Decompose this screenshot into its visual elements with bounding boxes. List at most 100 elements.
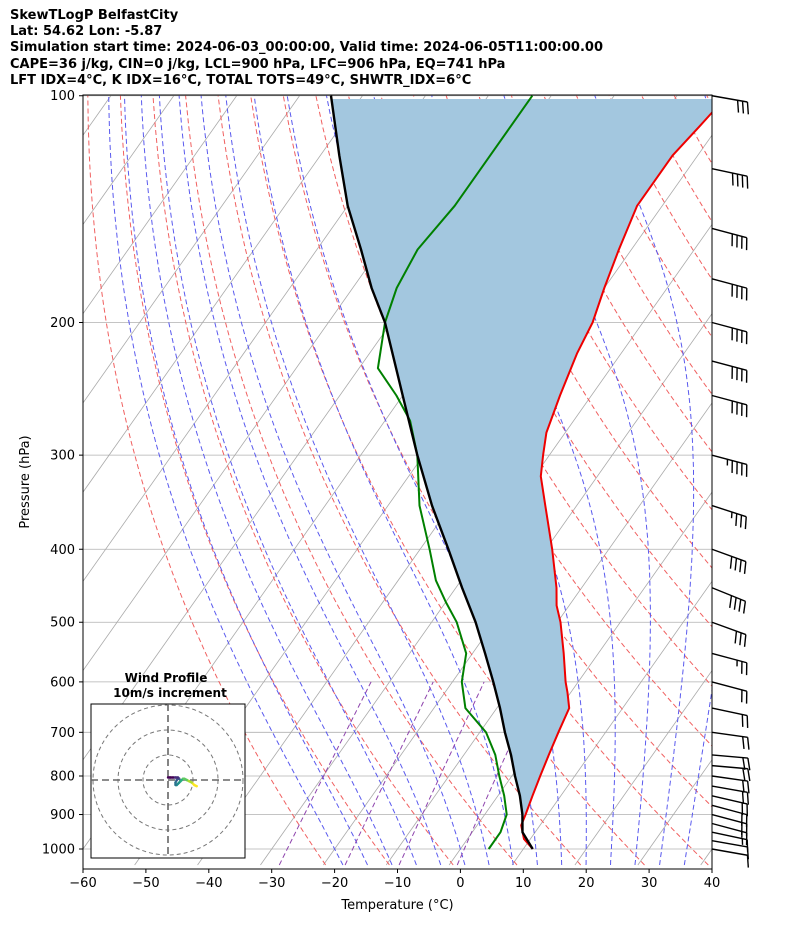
wind-barb-flag [747, 757, 751, 771]
wind-barb-staff [711, 795, 748, 805]
x-tick-label: −50 [132, 876, 159, 891]
x-tick-label: 0 [456, 876, 464, 891]
wind-barb [711, 785, 750, 805]
dewpoint-profile-line [376, 95, 534, 850]
y-tick-label: 700 [50, 726, 75, 741]
y-tick-label: 500 [50, 616, 75, 631]
dry-adiabat-line [478, 95, 712, 511]
wind-barb-staff [711, 840, 748, 848]
wind-barb [711, 278, 748, 301]
wind-barb-staff [711, 731, 748, 739]
wind-barb-staff [711, 321, 747, 333]
y-tick-label: 800 [50, 770, 75, 785]
wind-barb [711, 775, 750, 794]
wind-barb-flag [738, 599, 742, 612]
plot-profiles [329, 95, 712, 850]
wind-barb [711, 168, 749, 189]
moist-adiabat-line [200, 95, 466, 866]
wind-barb-flag [743, 561, 747, 574]
x-tick-label: 40 [704, 876, 721, 891]
isotherm-line [764, 96, 794, 865]
wind-barb-flag [729, 595, 733, 608]
wind-barb-flag [742, 768, 746, 781]
wind-barb [711, 764, 751, 782]
x-tick-label: 30 [641, 876, 658, 891]
dry-adiabat-line [185, 95, 518, 866]
wind-barb-staff [711, 785, 748, 794]
dry-adiabat-line [706, 95, 712, 106]
wind-barb-staff [711, 95, 748, 103]
wind-barb-flag [743, 634, 747, 647]
hodograph-subtitle: 10m/s increment [113, 686, 227, 700]
x-tick-label: −10 [384, 876, 411, 891]
y-tick-label: 400 [50, 543, 75, 558]
wind-barb-staff [711, 775, 748, 782]
y-tick-label: 1000 [42, 843, 75, 858]
dry-adiabat-line [87, 95, 327, 866]
moist-adiabat-line [225, 95, 490, 866]
x-tick-label: −60 [69, 876, 96, 891]
y-axis-label: Pressure (hPa) [18, 435, 33, 528]
mixing-ratio-line [456, 681, 540, 866]
isotherm-line [574, 669, 712, 866]
wind-barb-flag [746, 792, 750, 805]
wind-barb [711, 681, 748, 704]
wind-barb-staff [711, 587, 746, 602]
wind-barb [711, 652, 748, 676]
hodograph-title: Wind Profile [125, 671, 208, 685]
isotherm-line [700, 848, 712, 866]
wind-barb-flag [746, 780, 750, 794]
wind-barb [711, 848, 750, 868]
mixing-ratio-line [278, 681, 372, 866]
wind-barb [711, 227, 748, 251]
y-tick-label: 100 [50, 89, 75, 104]
x-tick-label: −20 [321, 876, 348, 891]
isotherm-line [637, 759, 712, 866]
wind-barb [711, 795, 749, 817]
temperature-profile-line [520, 111, 712, 850]
isotherm-line [83, 95, 363, 493]
wind-barb-flag [739, 559, 742, 573]
title-line-station: SkewTLogP BelfastCity [10, 8, 179, 23]
wind-barb-flag [741, 791, 745, 804]
wind-barb-flag [742, 601, 747, 614]
title-line-times: Simulation start time: 2024-06-03_00:00:… [10, 40, 603, 55]
wind-barb-staff [711, 831, 748, 841]
isotherm-line [83, 95, 300, 404]
y-tick-label: 200 [50, 316, 75, 331]
dry-adiabat-line [119, 95, 390, 866]
title-line-indices: LFT IDX=4°C, K IDX=16°C, TOTAL TOTS=49°C… [10, 73, 472, 88]
wind-barb [711, 95, 750, 115]
wind-barb-flag [736, 100, 740, 113]
wind-barb-flag [746, 101, 750, 115]
wind-barb-staff [711, 764, 748, 770]
wind-barb [711, 321, 748, 345]
wind-barb-staff [711, 707, 748, 717]
parcel-profile-line [329, 95, 534, 850]
dry-adiabat-line [739, 96, 794, 865]
dry-adiabat-line [510, 95, 712, 453]
wind-barb-staff [711, 360, 747, 372]
moist-adiabat-line [140, 95, 393, 866]
wind-barb-staff [711, 394, 747, 406]
wind-barb-flag [744, 516, 747, 530]
wind-barb-flag [733, 597, 737, 610]
axes: −60 −50 −40 −30 −20 −10 0 10 20 30 40 100 200 300 400 5… [18, 89, 720, 913]
wind-barb-flag [742, 736, 745, 750]
x-axis-label: Temperature (°C) [340, 898, 453, 913]
wind-barb-staff [711, 168, 748, 177]
x-tick-label: −40 [195, 876, 222, 891]
dry-adiabat-line [641, 95, 712, 223]
wind-barb-staff [711, 454, 747, 466]
moist-adiabat-line [158, 95, 417, 866]
wind-barb-flag [734, 631, 738, 644]
wind-barb-staff [711, 548, 747, 563]
wind-barb-staff [711, 804, 747, 816]
x-tick-label: −30 [258, 876, 285, 891]
wind-barb-flag [729, 556, 733, 569]
wind-barb-flag [739, 515, 743, 528]
wind-barb [711, 707, 749, 728]
y-tick-label: 300 [50, 449, 75, 464]
wind-barb-flag [742, 780, 745, 793]
